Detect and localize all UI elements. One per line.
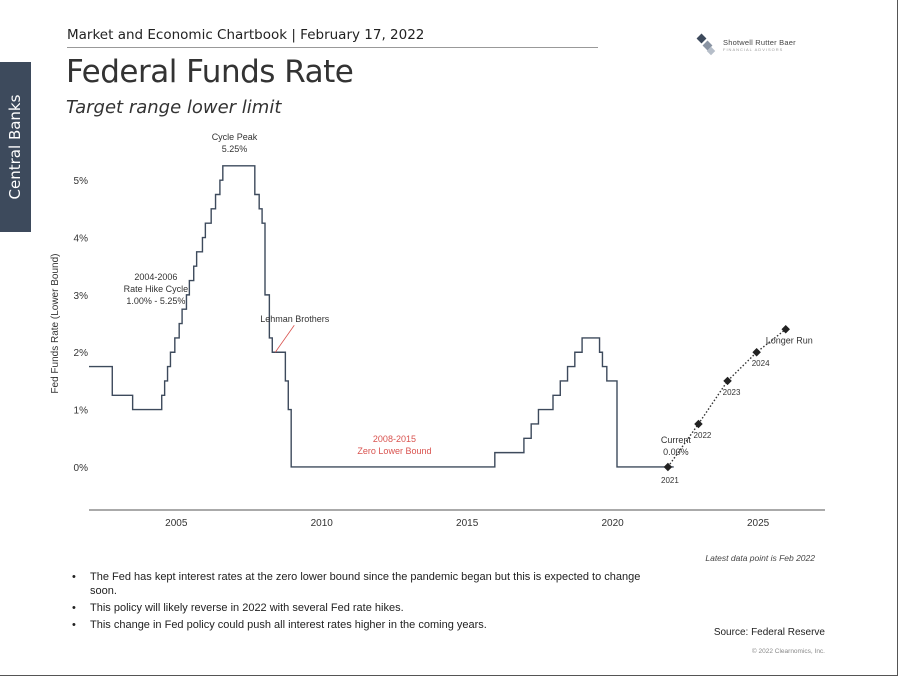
logo-subtext: FINANCIAL ADVISORS [723,47,784,52]
annotation-label: Zero Lower Bound [357,446,431,456]
header-divider [67,47,598,48]
commentary-item: This change in Fed policy could push all… [72,618,652,632]
y-tick-label: 0% [74,463,89,474]
y-tick-label: 4% [74,234,89,245]
commentary-item: This policy will likely reverse in 2022 … [72,601,652,615]
fed-rate-step-line [89,165,674,468]
page-subtitle: Target range lower limit [66,97,282,118]
annotation-label: 0.00% [663,447,689,457]
copyright-note: © 2022 Clearnomics, Inc. [751,648,825,655]
latest-data-note: Latest data point is Feb 2022 [705,553,815,563]
projection-year-label: 2022 [694,431,712,440]
annotation-label: 1.00% - 5.25% [126,296,185,306]
annotation-label: 5.25% [222,144,248,154]
projection-year-label: 2021 [661,476,679,485]
section-tab[interactable]: Central Banks [0,62,31,232]
projection-point [781,325,790,334]
projection-year-label: 2024 [752,359,770,368]
company-logo: Shotwell Rutter Baer FINANCIAL ADVISORS [695,33,796,57]
x-tick-label: 2010 [311,518,334,529]
x-tick-label: 2005 [165,518,188,529]
projection-dotted-line [667,328,787,468]
annotation-label: Rate Hike Cycle [124,284,189,294]
logo-mark-icon [696,33,716,56]
annotation-label: Longer Run [766,335,813,345]
projection-point [752,348,761,357]
commentary-list: The Fed has kept interest rates at the z… [72,570,652,635]
y-tick-label: 1% [74,406,89,417]
x-tick-label: 2025 [747,518,770,529]
annotation-label: Lehman Brothers [260,314,330,324]
fed-funds-chart: 2005 2010 2015 2020 2025 0% 1% 2% 3% 4% 5% Fed Fund… [50,132,825,529]
commentary-item: The Fed has kept interest rates at the z… [72,570,652,598]
y-axis-label: Fed Funds Rate (Lower Bound) [50,254,61,394]
projection-point [694,419,703,429]
projection-point [723,376,732,386]
page-title: Federal Funds Rate [66,54,354,90]
source-note: Source: Federal Reserve [713,627,825,638]
annotation-label: Cycle Peak [212,132,258,142]
projection-point [663,462,673,472]
y-tick-label: 5% [74,176,89,187]
y-tick-label: 3% [74,291,89,302]
x-tick-label: 2015 [456,518,479,529]
y-tick-label: 2% [74,348,89,359]
x-tick-label: 2020 [602,518,625,529]
projection-year-label: 2023 [723,388,741,397]
annotation-label: Current [661,435,692,445]
logo-text: Shotwell Rutter Baer [723,38,796,47]
chartbook-header: Market and Economic Chartbook | February… [67,27,425,43]
annotation-label: 2004-2006 [134,272,177,282]
annotation-label: 2008-2015 [373,434,416,444]
annotation-pointer-line [274,325,295,353]
